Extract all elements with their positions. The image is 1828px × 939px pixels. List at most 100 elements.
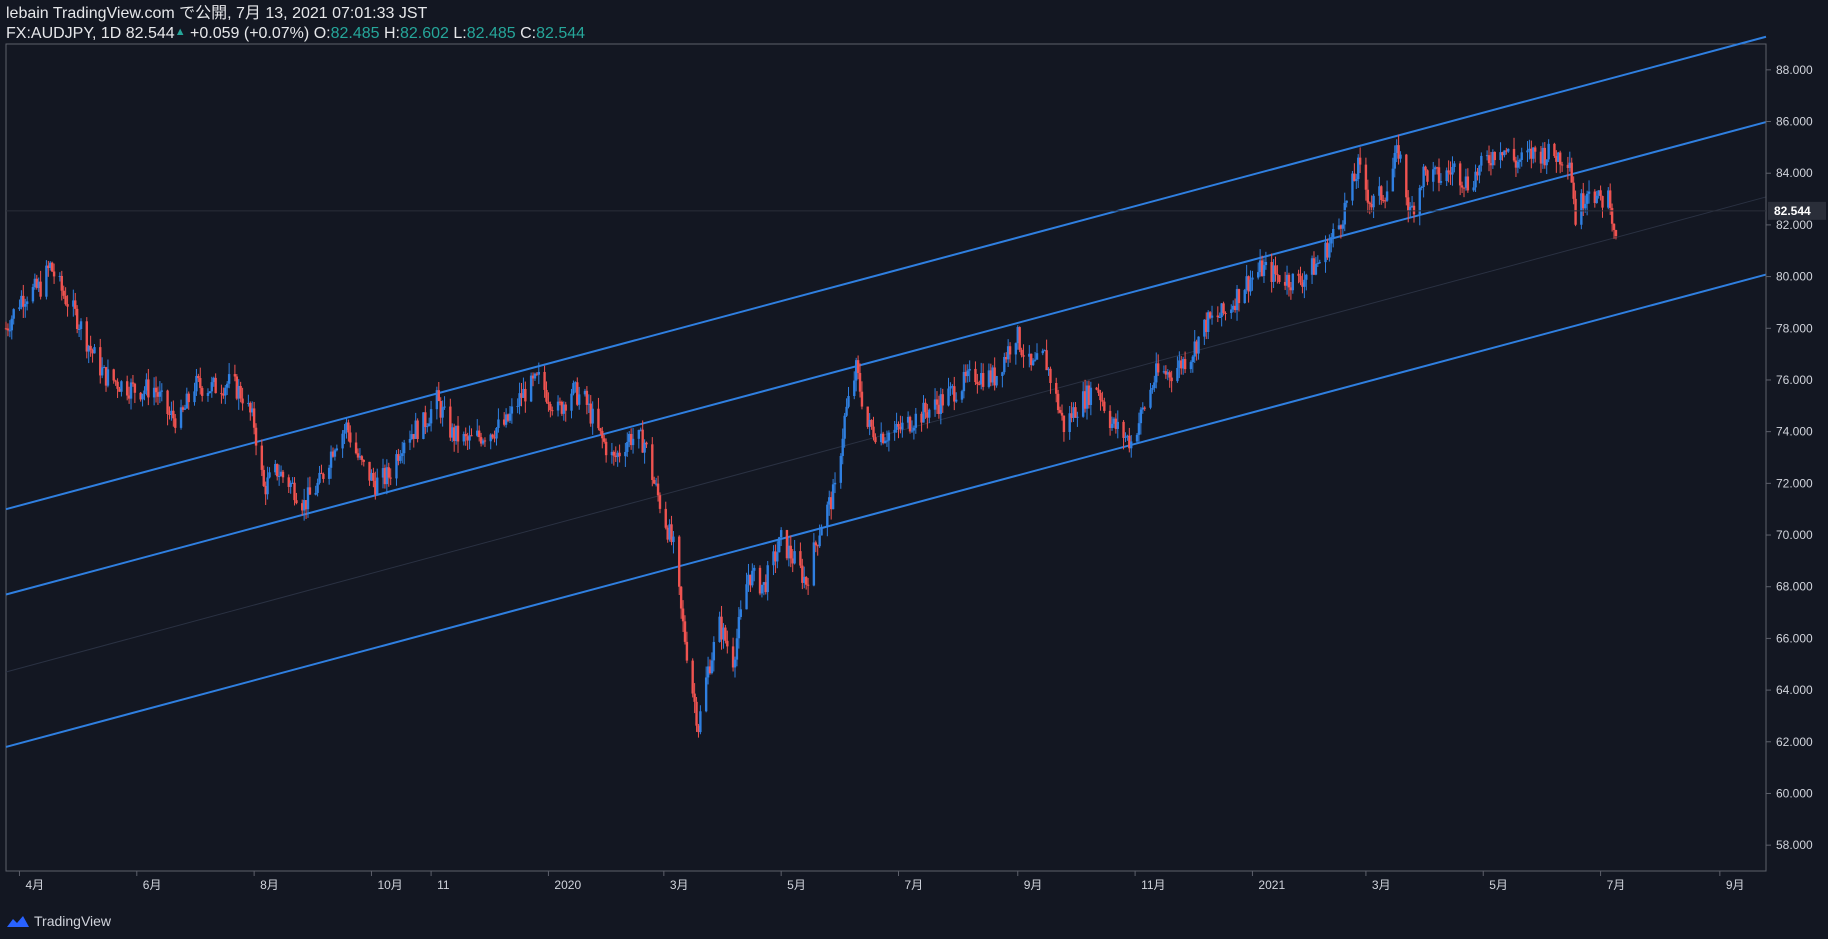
candle[interactable] (1108, 405, 1112, 436)
candle[interactable] (64, 287, 67, 306)
candle[interactable] (1097, 383, 1100, 396)
candle[interactable] (745, 572, 748, 610)
candle[interactable] (181, 405, 185, 413)
candle[interactable] (1420, 185, 1423, 191)
candle[interactable] (1272, 259, 1275, 288)
candle[interactable] (641, 420, 644, 453)
candle[interactable] (1005, 352, 1008, 363)
candle[interactable] (1197, 336, 1200, 360)
candle[interactable] (1112, 417, 1116, 428)
candle[interactable] (735, 628, 739, 667)
candle[interactable] (1568, 151, 1572, 172)
candle[interactable] (706, 656, 710, 685)
candle[interactable] (1530, 140, 1533, 169)
candle[interactable] (1466, 168, 1470, 193)
candle[interactable] (254, 423, 258, 456)
candle[interactable] (443, 396, 446, 410)
candle[interactable] (799, 542, 802, 569)
candle[interactable] (264, 481, 267, 505)
candle[interactable] (1062, 415, 1066, 442)
candle[interactable] (1262, 258, 1266, 283)
candle[interactable] (235, 374, 239, 401)
candle[interactable] (1595, 190, 1598, 204)
candle[interactable] (879, 422, 883, 446)
candle[interactable] (1372, 193, 1375, 219)
candle[interactable] (6, 323, 10, 337)
candle[interactable] (1312, 251, 1316, 276)
candle[interactable] (33, 273, 37, 290)
candle[interactable] (1235, 285, 1239, 321)
candle[interactable] (360, 454, 364, 466)
candle[interactable] (345, 418, 348, 439)
candle[interactable] (1433, 165, 1437, 175)
candle[interactable] (1557, 151, 1560, 162)
candle[interactable] (1570, 157, 1573, 183)
candle[interactable] (679, 586, 683, 619)
candle[interactable] (537, 362, 541, 385)
candle[interactable] (1545, 159, 1548, 175)
candle[interactable] (697, 723, 700, 738)
candle[interactable] (1328, 234, 1331, 262)
candle[interactable] (385, 459, 389, 495)
candle[interactable] (1110, 416, 1114, 431)
candle[interactable] (58, 272, 62, 282)
candle[interactable] (1003, 352, 1006, 375)
candle[interactable] (1264, 251, 1268, 270)
candle[interactable] (1599, 185, 1602, 201)
candle[interactable] (1612, 223, 1616, 239)
candle[interactable] (112, 368, 115, 384)
candle[interactable] (239, 381, 242, 403)
candle[interactable] (343, 423, 346, 445)
candle[interactable] (456, 416, 460, 453)
candle[interactable] (718, 611, 721, 643)
candle[interactable] (1170, 370, 1173, 393)
candle[interactable] (395, 450, 398, 486)
candle[interactable] (708, 659, 712, 675)
candle[interactable] (402, 439, 406, 465)
candle[interactable] (1405, 153, 1408, 206)
candle[interactable] (1049, 366, 1052, 394)
candle[interactable] (854, 357, 858, 392)
candle[interactable] (31, 283, 35, 304)
candle[interactable] (141, 393, 144, 407)
candle[interactable] (1216, 306, 1220, 323)
candle[interactable] (99, 338, 102, 384)
candle[interactable] (643, 439, 646, 464)
candle[interactable] (1285, 265, 1289, 295)
candle[interactable] (1193, 329, 1196, 363)
candle[interactable] (1572, 176, 1575, 205)
candle[interactable] (1316, 255, 1320, 267)
candle[interactable] (449, 398, 452, 442)
candle[interactable] (1339, 224, 1343, 239)
candle[interactable] (1607, 187, 1610, 210)
candle[interactable] (778, 536, 781, 553)
candle[interactable] (868, 413, 871, 436)
candle[interactable] (1378, 176, 1381, 205)
candle[interactable] (1608, 183, 1612, 215)
candle[interactable] (1191, 355, 1194, 373)
candle[interactable] (955, 392, 958, 403)
candle[interactable] (179, 399, 183, 430)
candle[interactable] (1126, 434, 1129, 441)
candle[interactable] (1278, 275, 1281, 284)
candle[interactable] (883, 437, 887, 444)
candle[interactable] (1114, 413, 1118, 434)
candle[interactable] (156, 386, 160, 405)
candle[interactable] (306, 477, 310, 518)
candle[interactable] (1056, 389, 1060, 414)
candle[interactable] (1314, 256, 1318, 276)
candle[interactable] (529, 372, 533, 403)
candle[interactable] (1526, 141, 1529, 162)
candle[interactable] (612, 450, 616, 466)
candle[interactable] (347, 419, 350, 442)
candle[interactable] (331, 447, 335, 458)
candle[interactable] (1435, 166, 1439, 175)
candle[interactable] (1337, 218, 1341, 231)
candle[interactable] (914, 407, 918, 434)
candle[interactable] (1243, 288, 1246, 304)
candle[interactable] (147, 368, 150, 406)
candle[interactable] (1230, 304, 1233, 319)
candle[interactable] (912, 425, 916, 440)
candle[interactable] (974, 361, 977, 386)
candle[interactable] (435, 386, 439, 420)
